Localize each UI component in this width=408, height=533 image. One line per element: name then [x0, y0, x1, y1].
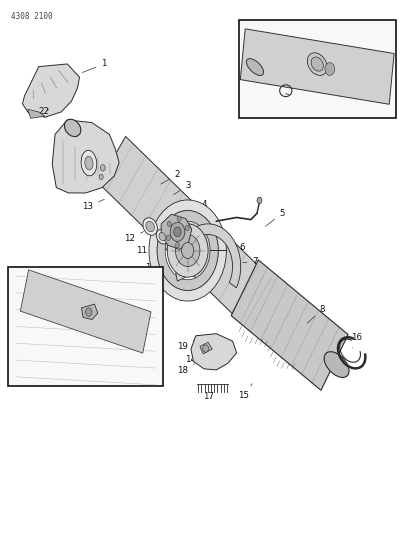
- Polygon shape: [20, 270, 151, 353]
- Circle shape: [166, 235, 171, 240]
- Circle shape: [167, 224, 208, 277]
- Text: 11: 11: [137, 243, 153, 255]
- Text: 22: 22: [39, 108, 49, 116]
- Polygon shape: [175, 224, 241, 288]
- Ellipse shape: [246, 59, 264, 76]
- FancyBboxPatch shape: [239, 20, 396, 118]
- Text: 16: 16: [352, 334, 362, 348]
- Ellipse shape: [311, 57, 323, 71]
- Polygon shape: [161, 214, 192, 249]
- Text: 5: 5: [265, 209, 285, 227]
- Circle shape: [325, 62, 335, 75]
- Polygon shape: [231, 260, 348, 390]
- Circle shape: [175, 235, 200, 266]
- Circle shape: [174, 227, 181, 237]
- Text: 18: 18: [177, 364, 194, 375]
- Circle shape: [86, 308, 92, 316]
- Text: 21: 21: [73, 288, 84, 301]
- Ellipse shape: [81, 150, 97, 176]
- Text: 7: 7: [243, 257, 258, 265]
- Circle shape: [167, 221, 171, 227]
- Text: 1: 1: [82, 60, 107, 72]
- Text: 19: 19: [177, 338, 197, 351]
- Circle shape: [100, 165, 105, 171]
- Ellipse shape: [146, 221, 154, 232]
- Polygon shape: [200, 342, 212, 354]
- Text: 8: 8: [307, 305, 325, 323]
- Text: 14: 14: [186, 352, 204, 364]
- Circle shape: [177, 216, 181, 221]
- Text: 15: 15: [239, 384, 252, 400]
- Ellipse shape: [156, 229, 169, 244]
- Ellipse shape: [324, 352, 349, 377]
- Text: 2: 2: [161, 171, 180, 184]
- Polygon shape: [28, 109, 45, 118]
- Text: 24: 24: [362, 99, 380, 112]
- Polygon shape: [157, 211, 218, 290]
- Circle shape: [182, 243, 194, 259]
- Ellipse shape: [64, 119, 81, 136]
- Polygon shape: [240, 29, 394, 104]
- FancyBboxPatch shape: [8, 266, 163, 386]
- Text: 12: 12: [124, 231, 144, 243]
- Text: 14: 14: [40, 365, 56, 376]
- Text: 17: 17: [203, 387, 217, 401]
- Ellipse shape: [143, 218, 157, 235]
- Circle shape: [203, 345, 208, 352]
- Circle shape: [257, 197, 262, 204]
- Circle shape: [170, 222, 185, 241]
- Text: 4308 2100: 4308 2100: [11, 12, 53, 21]
- Circle shape: [185, 225, 189, 231]
- Text: 6: 6: [231, 243, 245, 252]
- Circle shape: [175, 243, 180, 248]
- Polygon shape: [191, 334, 237, 370]
- Polygon shape: [99, 136, 279, 333]
- Ellipse shape: [85, 156, 93, 170]
- Text: 9: 9: [155, 274, 167, 286]
- Ellipse shape: [159, 232, 166, 241]
- Text: 4: 4: [195, 200, 207, 212]
- Text: 20: 20: [55, 288, 66, 301]
- Text: 3: 3: [174, 181, 191, 195]
- Polygon shape: [52, 120, 119, 193]
- Polygon shape: [82, 304, 98, 319]
- Circle shape: [99, 174, 103, 180]
- Ellipse shape: [307, 53, 327, 75]
- Text: 13: 13: [82, 199, 104, 211]
- Text: 10: 10: [145, 261, 161, 272]
- Text: 8: 8: [251, 23, 262, 45]
- Polygon shape: [22, 64, 80, 117]
- Polygon shape: [149, 200, 226, 301]
- Text: 25: 25: [247, 99, 265, 112]
